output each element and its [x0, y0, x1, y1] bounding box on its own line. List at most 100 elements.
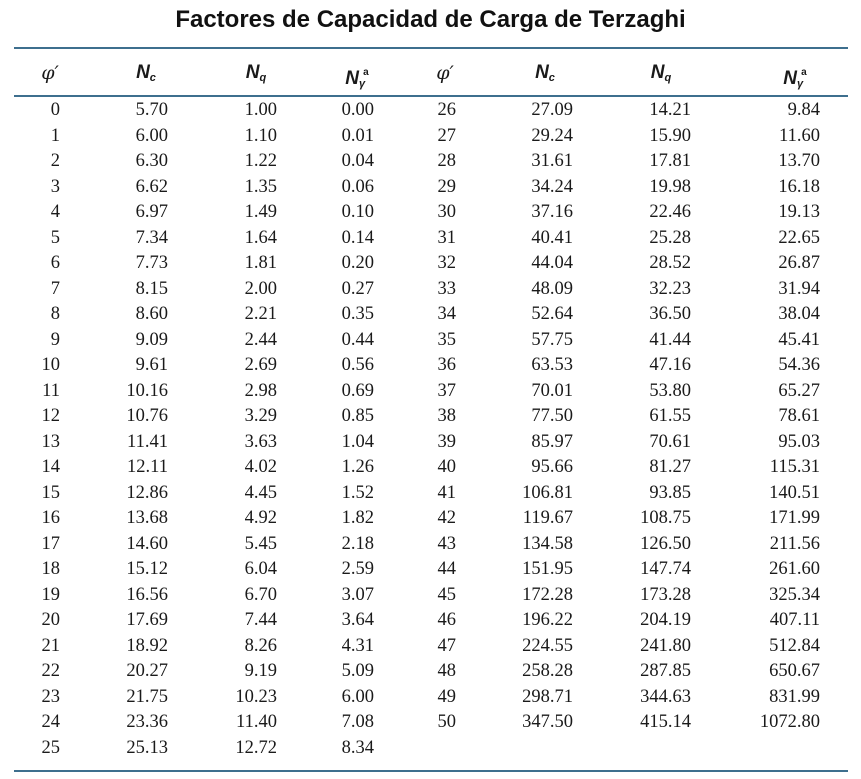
header-phi-left: φ′: [41, 62, 59, 84]
cell-right-ngamma: 16.18: [778, 176, 820, 197]
cell-left-nq: 1.00: [244, 100, 277, 120]
cell-right-nc: 172.28: [522, 584, 573, 605]
cell-left-nq: 5.45: [244, 533, 277, 554]
cell-left-nc: 6.62: [135, 176, 168, 197]
cell-left-phi: 20: [41, 610, 61, 630]
cell-left-nq: 1.49: [244, 202, 277, 222]
cell-right-ngamma: 512.84: [769, 635, 820, 656]
cell-right-nc: 224.55: [522, 635, 573, 656]
cell-left-nc: 21.75: [126, 686, 168, 707]
cell-left-nc: 20.27: [126, 661, 168, 681]
cell-left-ngamma: 0.04: [341, 151, 374, 171]
cell-right-nq: 70.61: [649, 431, 691, 452]
cell-right-phi: 44: [437, 559, 457, 579]
cell-left-phi: 24: [41, 712, 61, 732]
cell-left-nq: 2.21: [244, 304, 277, 324]
cell-left-nc: 6.97: [135, 202, 168, 222]
cell-right-nq: 81.27: [649, 457, 691, 477]
cell-left-nq: 6.70: [244, 584, 277, 605]
cell-right-phi: 37: [437, 380, 457, 401]
cell-left-ngamma: 4.31: [341, 635, 374, 656]
cell-left-phi: 0: [50, 100, 60, 120]
cell-right-phi: 49: [437, 686, 457, 707]
cell-left-phi: 19: [41, 584, 61, 605]
cell-right-ngamma: 95.03: [778, 431, 820, 452]
cell-left-phi: 2: [50, 151, 60, 171]
cell-left-phi: 15: [41, 482, 61, 503]
cell-right-phi: 40: [437, 457, 457, 477]
cell-left-phi: 14: [41, 457, 61, 477]
cell-left-nq: 1.81: [244, 253, 277, 273]
cell-right-nc: 151.95: [522, 559, 573, 579]
cell-right-nq: 32.23: [649, 278, 691, 299]
cell-right-phi: 29: [437, 176, 457, 197]
cell-right-ngamma: 13.70: [778, 151, 820, 171]
cell-right-phi: 36: [437, 355, 457, 375]
cell-right-ngamma: 45.41: [778, 329, 820, 350]
cell-right-nq: 15.90: [649, 125, 691, 146]
cell-left-ngamma: 8.34: [341, 737, 374, 758]
cell-right-nc: 52.64: [531, 304, 573, 324]
cell-left-ngamma: 0.06: [341, 176, 374, 197]
cell-left-phi: 5: [50, 227, 60, 248]
cell-left-phi: 21: [41, 635, 61, 656]
cell-right-nq: 47.16: [649, 355, 691, 375]
cell-left-ngamma: 1.82: [341, 508, 374, 528]
cell-right-ngamma: 115.31: [769, 457, 820, 477]
table-bottom-rule: [14, 770, 848, 772]
cell-right-nc: 106.81: [522, 482, 573, 503]
cell-left-nq: 3.63: [244, 431, 277, 452]
cell-right-nq: 41.44: [649, 329, 691, 350]
cell-right-ngamma: 1072.80: [759, 712, 820, 732]
cell-left-ngamma: 0.85: [341, 406, 374, 426]
cell-left-nq: 11.40: [236, 712, 277, 732]
cell-left-phi: 1: [50, 125, 60, 146]
cell-right-phi: 30: [437, 202, 457, 222]
cell-right-ngamma: 140.51: [769, 482, 820, 503]
cell-left-nq: 2.98: [244, 380, 277, 401]
cell-right-nc: 77.50: [531, 406, 573, 426]
cell-right-ngamma: 19.13: [778, 202, 820, 222]
cell-right-nc: 48.09: [531, 278, 573, 299]
cell-right-phi: 42: [437, 508, 457, 528]
cell-left-nq: 7.44: [244, 610, 277, 630]
cell-left-nc: 10.16: [126, 380, 168, 401]
cell-left-nc: 13.68: [126, 508, 168, 528]
cell-left-ngamma: 0.14: [341, 227, 374, 248]
cell-left-nq: 1.22: [244, 151, 277, 171]
cell-right-nc: 31.61: [531, 151, 573, 171]
cell-right-ngamma: 38.04: [778, 304, 820, 324]
cell-right-ngamma: 211.56: [769, 533, 820, 554]
cell-left-nc: 8.60: [135, 304, 168, 324]
cell-left-phi: 25: [41, 737, 61, 758]
cell-left-nq: 1.10: [244, 125, 277, 146]
cell-left-nc: 14.60: [126, 533, 168, 554]
cell-right-nq: 61.55: [649, 406, 691, 426]
cell-right-phi: 32: [437, 253, 457, 273]
cell-right-nq: 36.50: [649, 304, 691, 324]
cell-right-nq: 28.52: [649, 253, 691, 273]
cell-right-nc: 85.97: [531, 431, 573, 452]
cell-right-nq: 22.46: [649, 202, 691, 222]
cell-right-phi: 41: [437, 482, 457, 503]
cell-right-nc: 27.09: [531, 100, 573, 120]
cell-left-nc: 6.30: [135, 151, 168, 171]
cell-left-nq: 2.69: [244, 355, 277, 375]
cell-left-nc: 23.36: [126, 712, 168, 732]
cell-left-nq: 2.44: [244, 329, 277, 350]
cell-left-nq: 3.29: [244, 406, 277, 426]
cell-left-ngamma: 3.64: [341, 610, 374, 630]
cell-right-ngamma: 31.94: [778, 278, 820, 299]
cell-left-phi: 16: [41, 508, 61, 528]
cell-left-ngamma: 0.69: [341, 380, 374, 401]
cell-right-nc: 34.24: [531, 176, 573, 197]
cell-left-nc: 12.11: [127, 457, 168, 477]
cell-left-nc: 25.13: [126, 737, 168, 758]
cell-left-nq: 4.92: [244, 508, 277, 528]
cell-right-ngamma: 26.87: [778, 253, 820, 273]
cell-right-ngamma: 325.34: [769, 584, 820, 605]
cell-left-phi: 9: [50, 329, 60, 350]
cell-left-nc: 7.34: [135, 227, 168, 248]
cell-right-phi: 45: [437, 584, 457, 605]
cell-left-nq: 12.72: [235, 737, 277, 758]
